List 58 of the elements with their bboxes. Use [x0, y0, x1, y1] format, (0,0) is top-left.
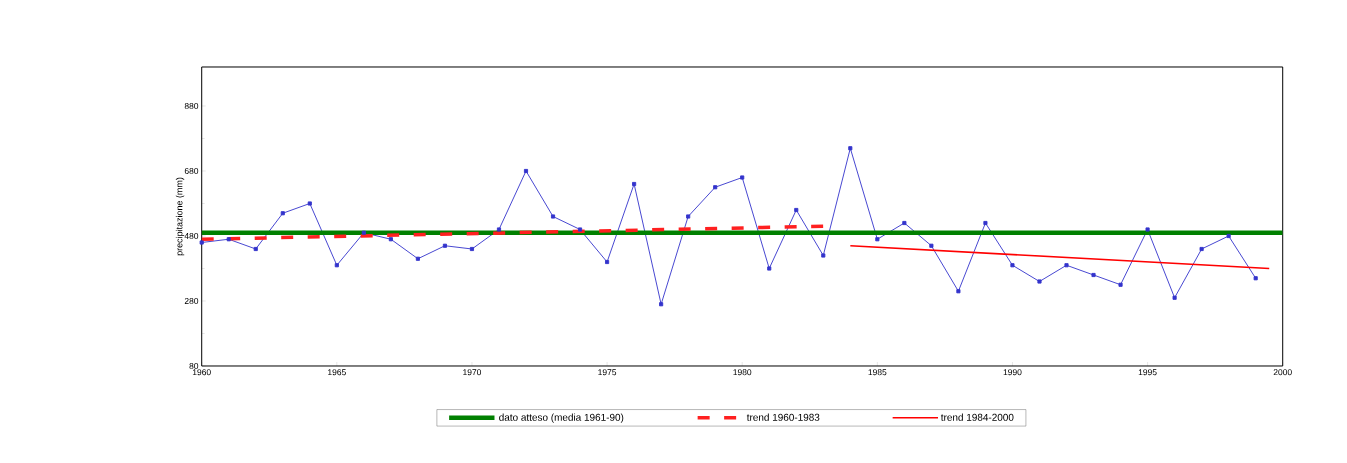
y-tick-label: 880	[184, 103, 199, 109]
point	[280, 211, 285, 216]
point	[1037, 279, 1042, 284]
point	[956, 289, 961, 294]
point	[1172, 295, 1177, 300]
point	[605, 259, 610, 265]
point	[686, 214, 691, 219]
point	[902, 220, 907, 226]
legend-label: trend 1960-1983	[746, 413, 820, 421]
x-tick-label: 1980	[733, 369, 752, 376]
point	[821, 253, 826, 258]
point	[875, 237, 880, 242]
point	[1226, 233, 1231, 239]
point	[1145, 227, 1150, 232]
point	[1118, 282, 1123, 287]
point	[523, 168, 529, 174]
point	[632, 181, 637, 187]
y-tick-label: 480	[184, 233, 199, 239]
x-tick-label: 1970	[463, 369, 482, 376]
point	[226, 237, 231, 242]
point	[794, 207, 799, 213]
point	[929, 243, 934, 248]
legend-label: dato atteso (media 1961-90)	[499, 413, 624, 423]
point	[1199, 246, 1204, 252]
x-tick-label: 1990	[1003, 369, 1022, 376]
point	[253, 246, 258, 252]
x-tick-label: 1965	[328, 369, 346, 376]
point	[1064, 263, 1069, 268]
x-tick-label: 1995	[1138, 369, 1157, 376]
point	[469, 246, 474, 252]
point	[307, 201, 312, 206]
legend-label: trend 1984-2000	[940, 413, 1014, 421]
point	[334, 263, 339, 268]
point	[740, 175, 745, 180]
y-tick-label: 680	[184, 168, 199, 174]
point	[388, 237, 393, 242]
point	[415, 256, 420, 261]
point	[496, 227, 502, 232]
point	[578, 227, 583, 232]
point	[983, 220, 988, 226]
point	[767, 266, 772, 271]
point	[848, 146, 853, 151]
point	[550, 214, 556, 219]
y-tick-label: 80	[189, 363, 199, 369]
y-tick-label: 280	[184, 298, 199, 304]
point	[199, 240, 204, 245]
y-axis-title: precipitazione (mm)	[175, 177, 185, 256]
point	[442, 243, 447, 248]
x-tick-label: 1960	[192, 369, 211, 376]
point	[1091, 272, 1096, 278]
point	[1010, 263, 1015, 268]
x-tick-label: 1985	[868, 369, 887, 376]
point	[361, 230, 366, 235]
point	[1253, 276, 1258, 281]
point	[659, 302, 664, 307]
x-tick-label: 1975	[598, 369, 617, 376]
x-tick-label: 2000	[1273, 369, 1292, 376]
point	[713, 185, 718, 190]
